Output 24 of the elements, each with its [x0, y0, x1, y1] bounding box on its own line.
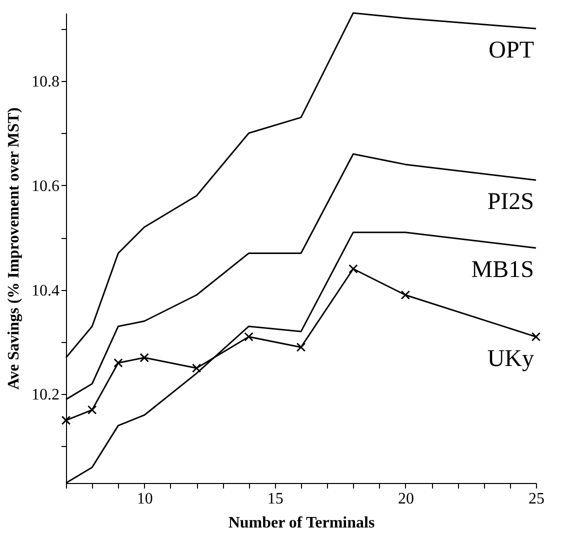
point — [531, 332, 541, 342]
point — [244, 332, 254, 342]
point — [400, 290, 410, 300]
point — [192, 363, 202, 373]
series-label: OPT — [488, 38, 534, 64]
y-tick-label: 10.4 — [32, 282, 60, 300]
series-label: UKy — [487, 346, 534, 372]
point — [61, 416, 71, 425]
y-tick-label: 10.6 — [32, 178, 60, 195]
point — [140, 353, 149, 362]
point — [348, 264, 358, 274]
y-tick-label: 10.8 — [32, 73, 60, 90]
x-tick-label: 20 — [398, 490, 414, 508]
y-tick-label: 10.2 — [32, 386, 60, 404]
point — [296, 342, 306, 352]
y-axis-title: Ave Savings (% Improvement over MST) — [6, 107, 22, 390]
series-label: MB1S — [471, 257, 534, 283]
x-tick-label: 25 — [528, 490, 544, 508]
point — [114, 358, 123, 368]
x-tick-label: 10 — [136, 490, 153, 508]
point — [87, 405, 97, 415]
x-tick-label: 15 — [267, 490, 284, 508]
x-axis-title: Number of Terminals — [228, 514, 375, 532]
series-label: PI2S — [487, 189, 534, 216]
